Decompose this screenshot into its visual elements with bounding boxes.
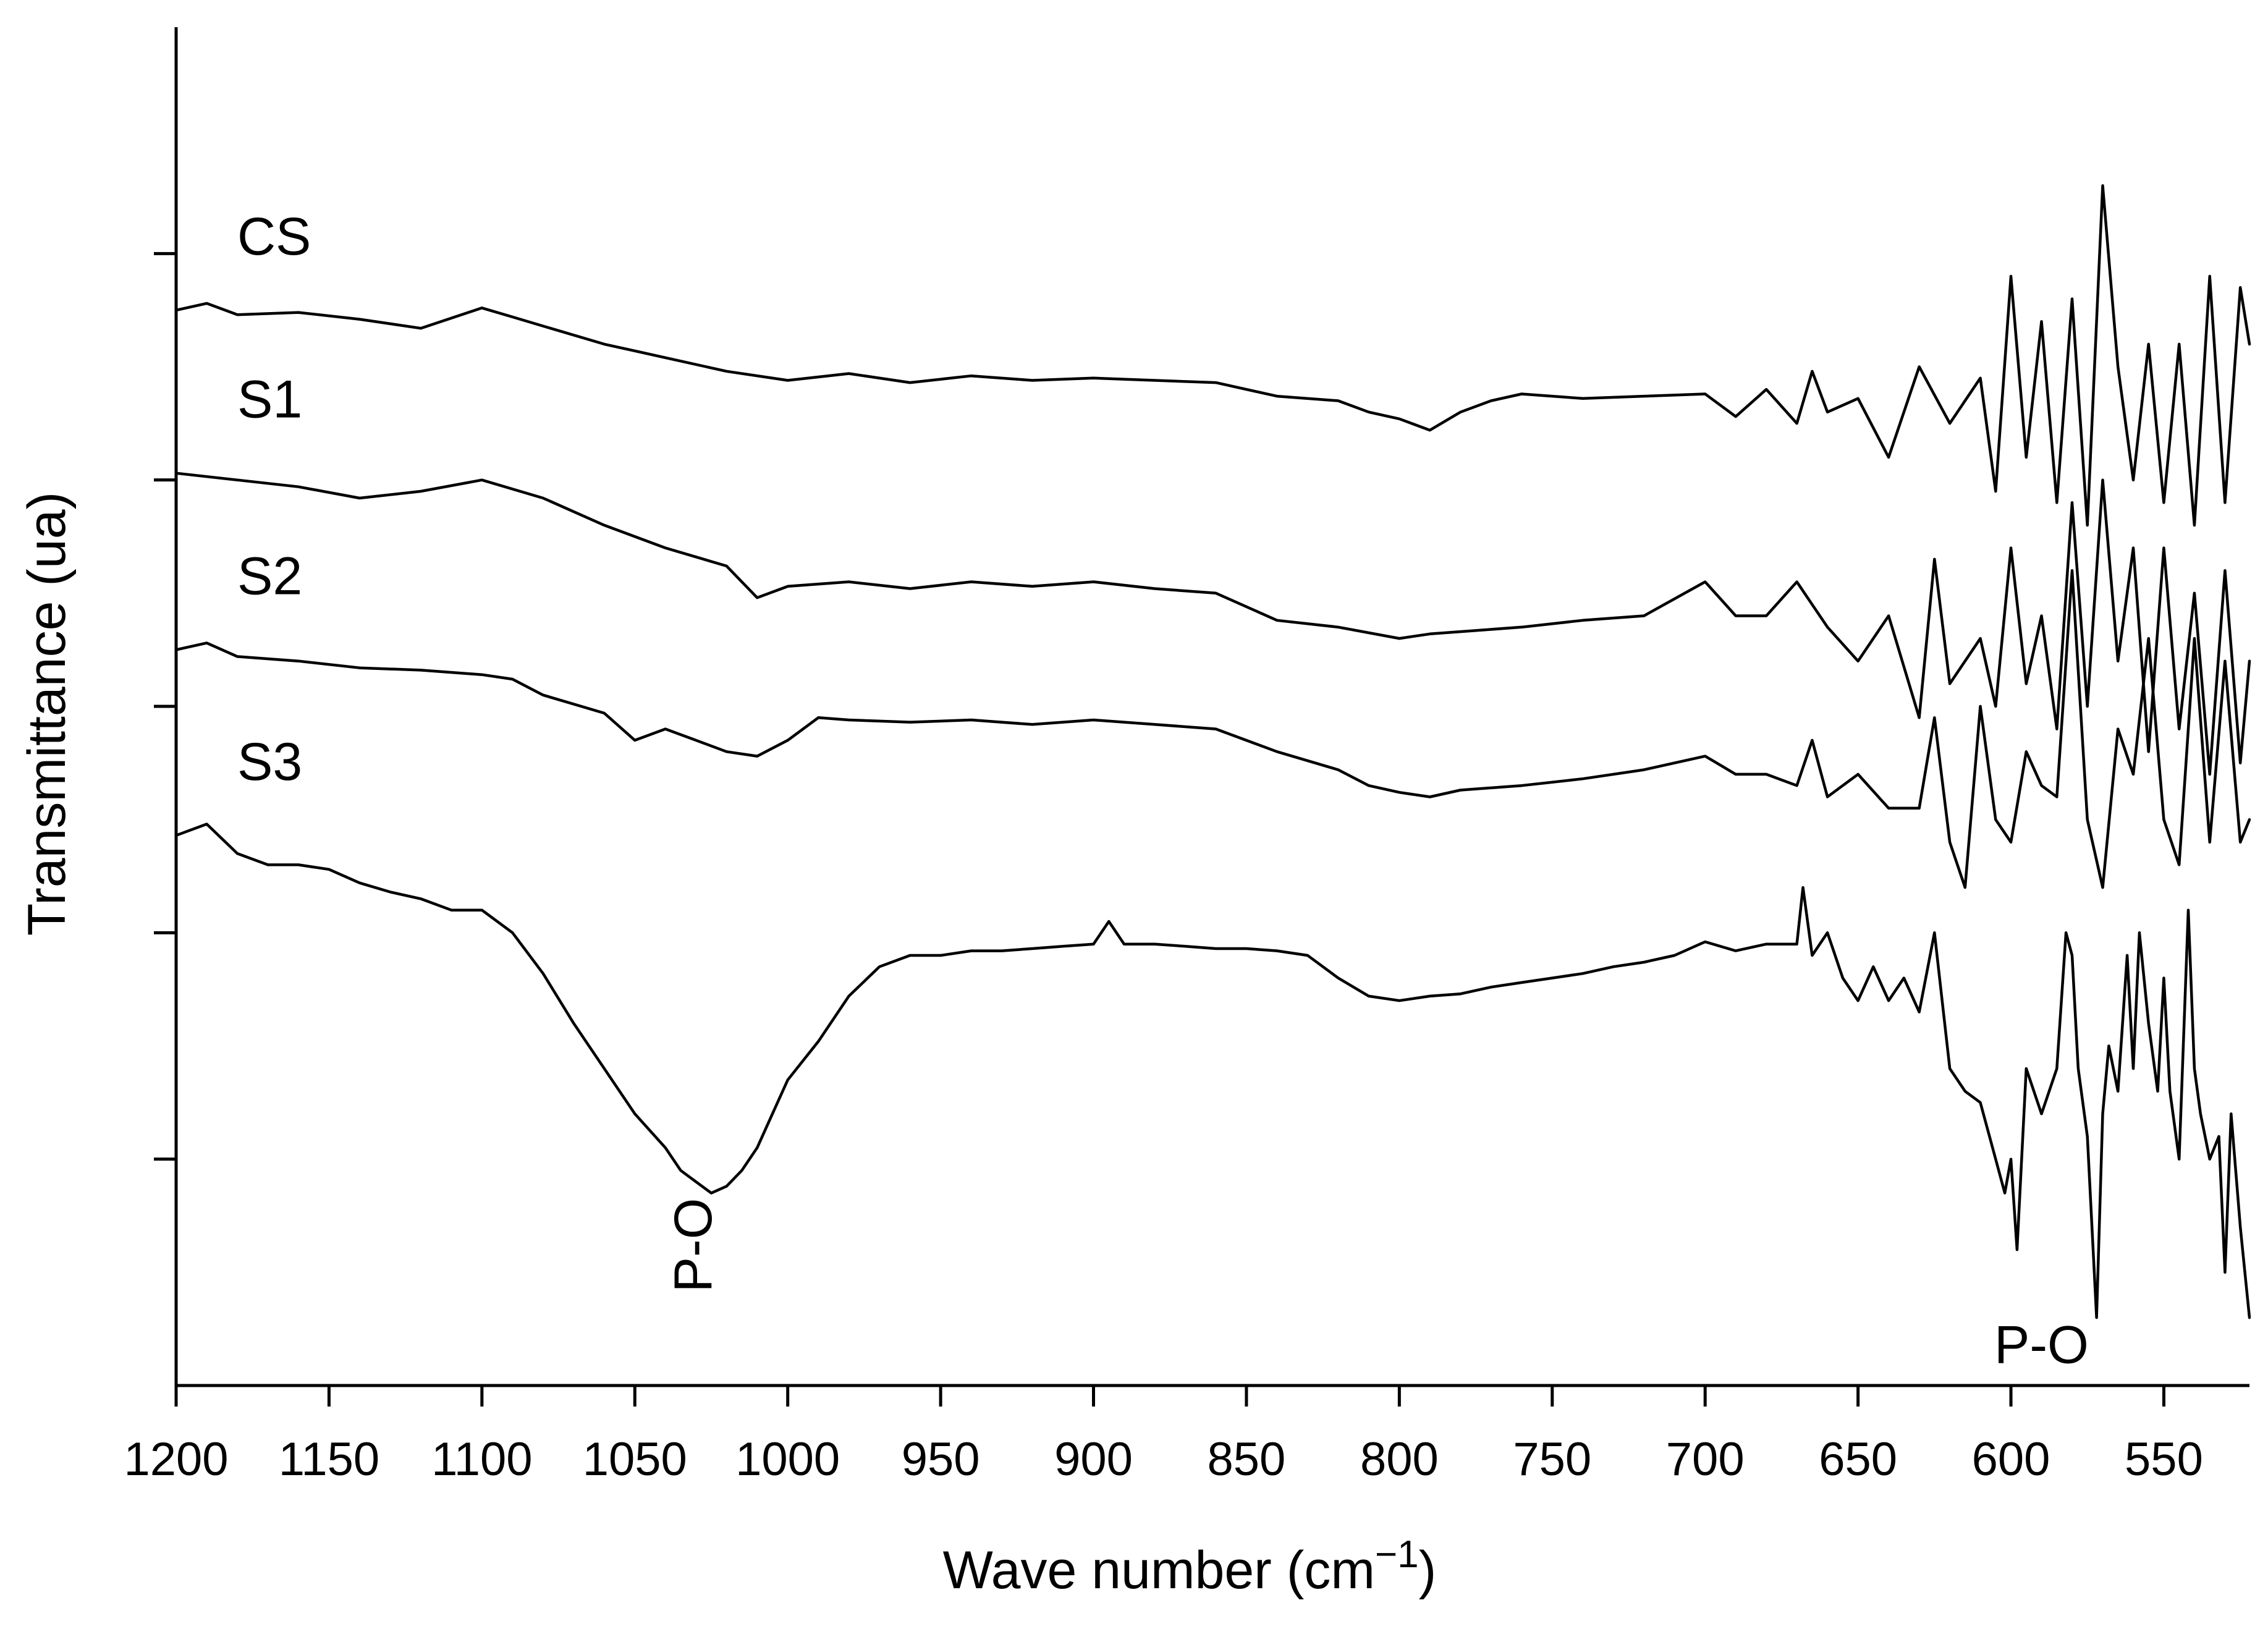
series-line-cs [174, 184, 2251, 527]
plot-frame [174, 27, 2249, 1387]
series-line-s2 [174, 569, 2251, 889]
x-tick-label: 650 [1819, 1433, 1897, 1486]
x-tick-label: 600 [1972, 1433, 2050, 1486]
x-tick-label: 1200 [124, 1433, 228, 1486]
x-tick-label: 800 [1360, 1433, 1439, 1486]
annotations: P-O P-O [664, 1198, 2089, 1374]
series-label-cs: CS [237, 207, 311, 266]
x-ticks: 1200 1150 1100 1050 1000 950 900 850 800 750 700 65… [124, 1386, 2203, 1486]
x-tick-label: 750 [1513, 1433, 1591, 1486]
x-tick-label: 1150 [279, 1433, 379, 1486]
series-label-s3: S3 [237, 732, 302, 792]
x-tick-label: 1100 [431, 1433, 532, 1486]
x-tick-label: 950 [902, 1433, 980, 1486]
series-label-s2: S2 [237, 546, 302, 606]
x-tick-label: 1050 [583, 1433, 687, 1486]
x-tick-label: 900 [1054, 1433, 1133, 1486]
x-tick-label: 1000 [735, 1433, 840, 1486]
x-axis-title: Wave number (cm−1) [943, 1533, 1437, 1600]
annotation-p-o-1: P-O [664, 1198, 723, 1292]
y-ticks [154, 252, 176, 1161]
series-group: CS S1 S2 S3 [174, 184, 2251, 1319]
x-tick-label: 850 [1208, 1433, 1286, 1486]
y-axis-title: Transmittance (ua) [17, 492, 77, 936]
x-axis-title-superscript: −1 [1375, 1533, 1419, 1576]
annotation-p-o-2: P-O [1994, 1315, 2089, 1374]
series-line-s1 [174, 472, 2251, 776]
series-line-s3 [174, 823, 2251, 1319]
x-tick-label: 700 [1666, 1433, 1745, 1486]
x-tick-label: 550 [2125, 1433, 2203, 1486]
series-label-s1: S1 [237, 370, 302, 429]
